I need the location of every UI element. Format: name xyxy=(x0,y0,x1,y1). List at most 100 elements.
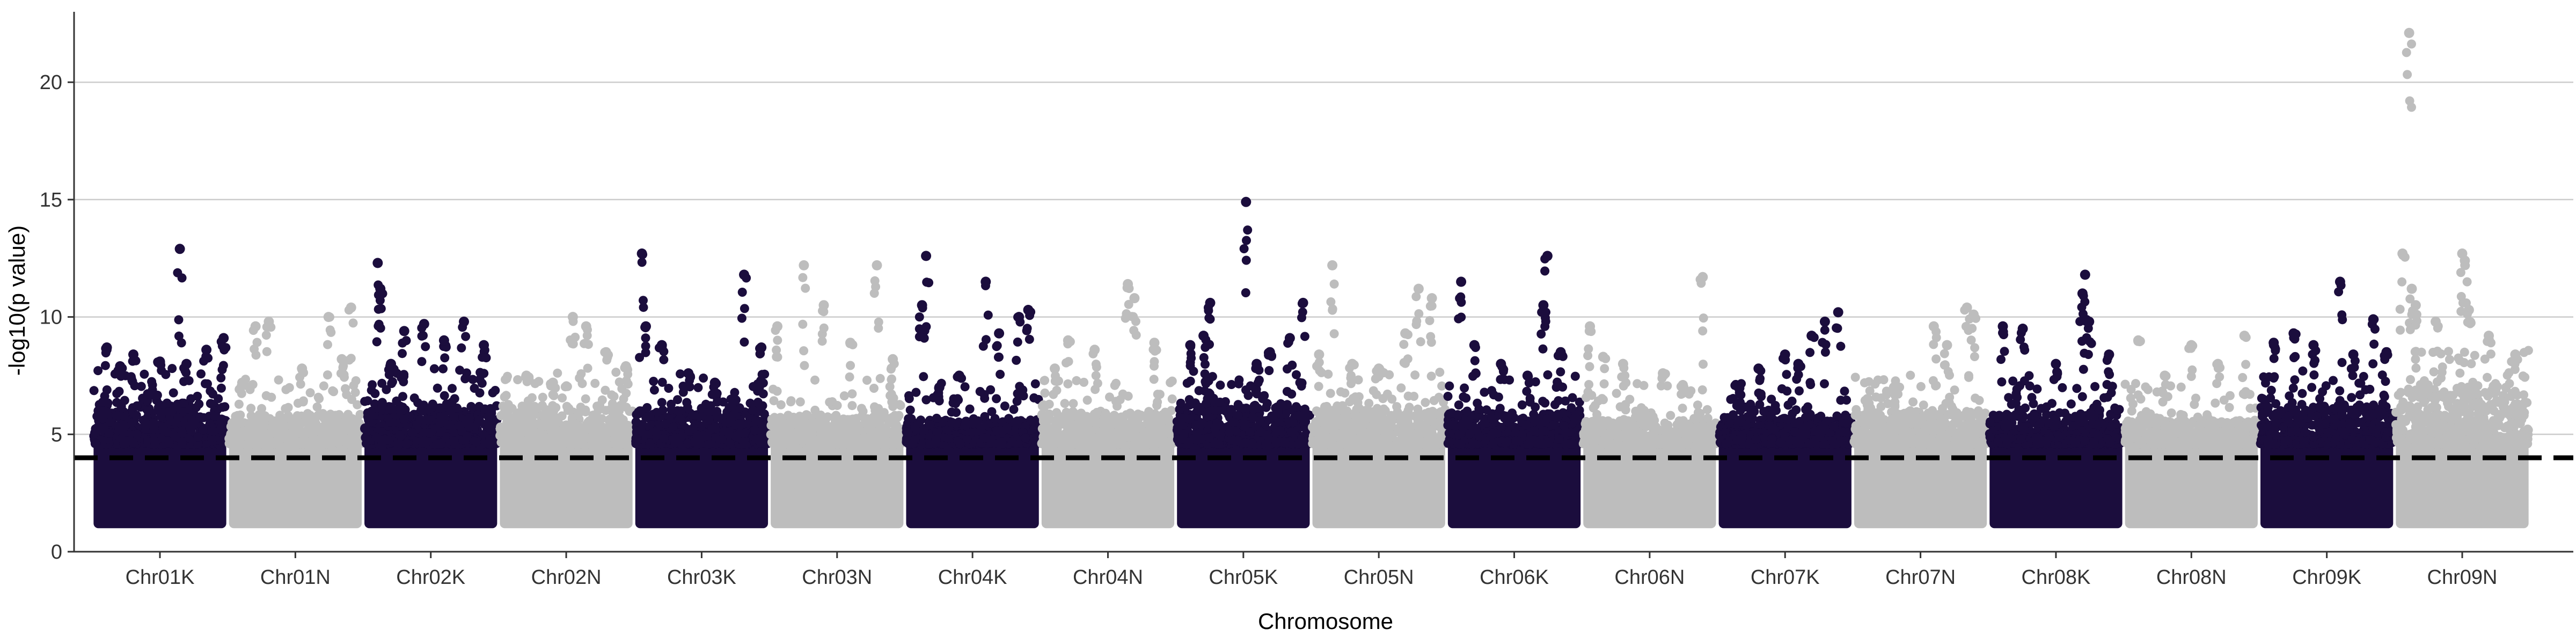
data-point xyxy=(819,323,829,333)
data-point xyxy=(553,368,562,378)
data-point xyxy=(1110,380,1119,390)
data-point xyxy=(831,411,841,420)
data-point xyxy=(676,414,685,423)
data-point xyxy=(893,438,903,448)
dense-points xyxy=(229,443,362,529)
data-point xyxy=(562,437,571,447)
data-point xyxy=(1082,396,1092,405)
top-hit-point xyxy=(601,347,611,357)
data-point xyxy=(133,429,142,439)
data-point xyxy=(368,380,377,390)
data-point xyxy=(798,273,808,282)
data-point xyxy=(425,428,434,438)
data-point xyxy=(795,397,805,407)
data-point xyxy=(953,394,962,404)
data-point xyxy=(1030,379,1040,389)
data-point xyxy=(637,258,647,267)
data-point xyxy=(641,333,650,343)
data-point xyxy=(1000,401,1009,411)
data-point xyxy=(305,388,315,398)
data-point xyxy=(1167,406,1176,415)
data-point xyxy=(323,370,332,380)
dense-points xyxy=(93,443,226,529)
data-point xyxy=(723,418,733,427)
data-point xyxy=(246,404,256,413)
data-point xyxy=(217,341,227,351)
data-point xyxy=(1125,408,1135,418)
data-point xyxy=(650,427,660,436)
data-point xyxy=(588,422,598,431)
data-point xyxy=(417,357,427,367)
data-point xyxy=(262,347,272,356)
data-point xyxy=(236,410,245,420)
data-point xyxy=(757,370,767,379)
top-hit-point xyxy=(921,251,932,261)
data-point xyxy=(343,409,353,419)
top-hit-point xyxy=(954,370,964,381)
data-point xyxy=(737,313,747,323)
data-point xyxy=(513,375,523,384)
data-point xyxy=(619,394,628,404)
data-point xyxy=(980,412,990,421)
data-point xyxy=(1159,435,1168,444)
data-point xyxy=(156,412,166,421)
data-point xyxy=(952,408,961,417)
data-point xyxy=(455,421,464,430)
data-point xyxy=(462,431,472,441)
data-point xyxy=(1149,375,1159,384)
data-point xyxy=(992,342,1001,352)
data-point xyxy=(131,411,141,420)
data-point xyxy=(1043,438,1052,448)
data-point xyxy=(120,396,129,405)
data-point xyxy=(218,361,228,370)
data-point xyxy=(173,413,183,422)
data-point xyxy=(1125,422,1135,431)
data-point xyxy=(167,407,177,416)
top-hit-point xyxy=(547,377,558,388)
data-point xyxy=(1052,432,1062,442)
data-point xyxy=(130,381,140,391)
data-point xyxy=(1092,408,1102,417)
top-hit-point xyxy=(772,321,782,332)
data-point xyxy=(294,428,304,438)
points-chr02k xyxy=(360,258,502,529)
data-point xyxy=(185,423,194,433)
data-point xyxy=(952,419,961,428)
top-hit-point xyxy=(386,358,396,369)
data-point xyxy=(296,379,305,389)
data-point xyxy=(817,420,826,429)
top-hit-point xyxy=(375,283,386,294)
data-point xyxy=(500,436,509,446)
data-point xyxy=(98,397,107,407)
data-point xyxy=(1052,408,1062,418)
data-point xyxy=(914,332,924,341)
data-point xyxy=(755,383,764,392)
data-point xyxy=(234,438,244,448)
data-point xyxy=(143,438,153,448)
data-point xyxy=(257,404,266,413)
data-point xyxy=(269,439,279,449)
data-point xyxy=(728,401,737,411)
data-point xyxy=(562,382,572,391)
data-point xyxy=(704,439,713,449)
data-point xyxy=(152,390,162,400)
data-point xyxy=(1063,379,1073,389)
data-point xyxy=(347,394,356,404)
data-point xyxy=(870,276,880,286)
data-point xyxy=(580,339,589,348)
data-point xyxy=(932,413,941,423)
data-point xyxy=(992,426,1002,435)
data-point xyxy=(326,327,336,337)
data-point xyxy=(112,398,122,407)
data-point xyxy=(461,332,471,341)
data-point xyxy=(518,437,528,447)
data-point xyxy=(174,315,184,325)
data-point xyxy=(956,438,965,448)
data-point xyxy=(1040,402,1049,412)
data-point xyxy=(216,373,226,383)
data-point xyxy=(701,399,711,409)
data-point xyxy=(740,337,749,347)
top-hit-point xyxy=(818,300,829,311)
data-point xyxy=(480,404,490,414)
data-point xyxy=(1012,397,1022,406)
